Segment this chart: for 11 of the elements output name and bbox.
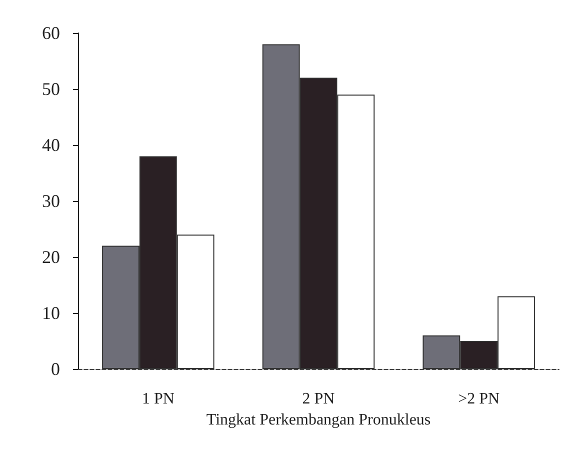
y-tick-label: 20 — [42, 247, 60, 267]
x-tick-label: 2 PN — [302, 390, 336, 408]
y-tick-label: 30 — [42, 191, 60, 211]
y-tick-label: 40 — [42, 135, 60, 155]
x-axis-title: Tingkat Perkembangan Pronukleus — [206, 411, 431, 428]
y-tick-label: 60 — [42, 23, 60, 43]
y-tick-label: 10 — [42, 303, 60, 323]
y-tick-label: 50 — [42, 79, 60, 99]
x-tick-label: 1 PN — [142, 390, 175, 408]
x-tick-label: >2 PN — [458, 390, 500, 408]
y-tick-label: 0 — [51, 359, 60, 379]
